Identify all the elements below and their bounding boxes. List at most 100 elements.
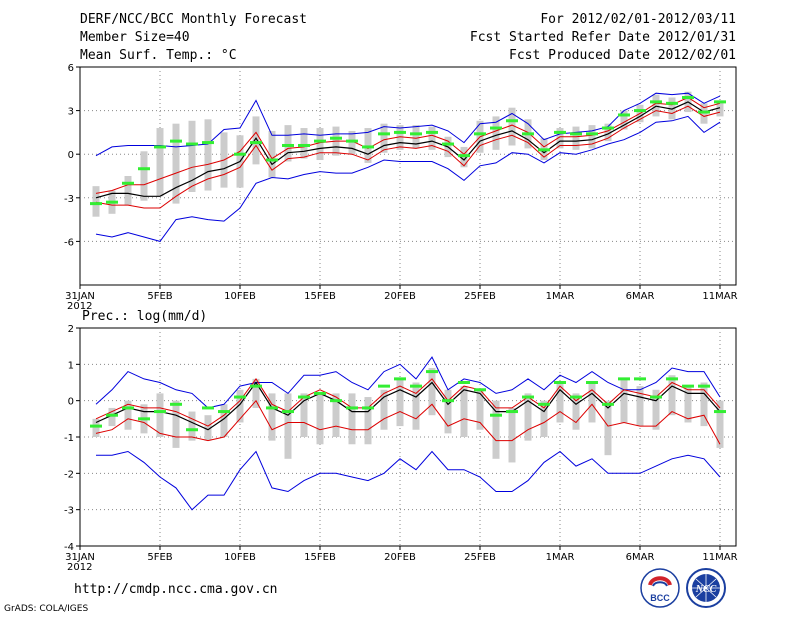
prec-xtick-label: 20FEB <box>384 552 416 563</box>
temp-spread-box <box>556 128 564 149</box>
prec-spread-box <box>716 400 724 448</box>
prec-observed-mark <box>474 388 486 392</box>
prec-spread-box <box>604 400 612 456</box>
prec-spread-box <box>172 400 180 448</box>
prec-spread-box <box>92 418 100 437</box>
prec-observed-mark <box>410 384 422 388</box>
footer-url[interactable]: http://cmdp.ncc.cma.gov.cn <box>74 582 278 597</box>
temp-spread-box <box>140 151 148 201</box>
temp-observed-mark <box>394 130 406 134</box>
prec-observed-mark <box>154 410 166 414</box>
temp-observed-mark <box>202 141 214 145</box>
temp-observed-mark <box>602 126 614 130</box>
prec-xtick-label: 5FEB <box>147 552 172 563</box>
prec-spread-box <box>588 382 596 423</box>
ncc-logo: NCC <box>686 568 726 608</box>
temp-observed-mark <box>666 101 678 105</box>
temp-year-label: 2012 <box>67 301 92 312</box>
prec-observed-mark <box>458 381 470 384</box>
temp-observed-mark <box>538 148 550 152</box>
temp-spread-box <box>604 123 612 142</box>
prec-spread-box <box>412 382 420 430</box>
prec-spread-box <box>332 393 340 437</box>
prec-spread-box <box>652 389 660 430</box>
prec-observed-mark <box>218 410 230 414</box>
prec-ytick-label: -3 <box>64 506 74 517</box>
temp-observed-mark <box>314 139 326 143</box>
prec-spread-box <box>444 389 452 434</box>
temp-observed-mark <box>618 113 630 117</box>
prec-observed-mark <box>506 410 518 414</box>
prec-year-label: 2012 <box>67 562 92 573</box>
member-size-label: Member Size=40 <box>80 30 190 45</box>
temp-spread-box <box>284 125 292 162</box>
prec-observed-mark <box>266 406 278 410</box>
temp-observed-mark <box>234 152 246 156</box>
prec-upper-line <box>95 378 721 427</box>
prec-mean-line <box>95 381 721 431</box>
temp-spread-box <box>380 123 388 153</box>
temp-observed-mark <box>682 96 694 100</box>
start-date: Fcst Started Refer Date 2012/01/31 <box>469 30 736 45</box>
temp-ytick-label: 0 <box>68 150 74 161</box>
prec-spread-box <box>556 382 564 423</box>
prec-spread-box <box>188 411 196 441</box>
prec-spread-box <box>428 367 436 416</box>
prec-observed-mark <box>186 428 198 432</box>
temp-observed-mark <box>554 130 566 134</box>
prec-ytick-label: 2 <box>68 324 74 335</box>
prec-spread-box <box>636 386 644 427</box>
temp-observed-mark <box>426 130 438 134</box>
temp-observed-mark <box>106 200 118 204</box>
prec-observed-mark <box>522 395 534 399</box>
temp-spread-box <box>396 125 404 150</box>
prec-observed-mark <box>538 402 550 406</box>
temp-observed-mark <box>410 132 422 136</box>
temp-mean-line <box>95 101 721 199</box>
temp-ytick-label: -3 <box>64 194 74 205</box>
prec-min-line <box>96 450 721 511</box>
prec-observed-mark <box>586 381 598 384</box>
prec-observed-mark <box>698 384 710 388</box>
bcc-logo-text: BCC <box>650 593 670 603</box>
bcc-logo: BCC <box>640 568 680 608</box>
temp-xtick-label: 25FEB <box>464 291 496 302</box>
temp-spread-box <box>172 123 180 204</box>
temp-ytick-label: -6 <box>64 237 74 248</box>
temp-observed-mark <box>714 100 726 104</box>
temp-xtick-label: 11MAR <box>702 291 737 302</box>
prec-observed-mark <box>442 399 454 403</box>
prec-observed-mark <box>554 381 566 384</box>
ncc-logo-text: NCC <box>695 584 717 595</box>
temp-xtick-label: 6MAR <box>626 291 655 302</box>
prec-spread-box <box>284 393 292 459</box>
prec-xtick-label: 31JAN <box>65 552 95 563</box>
temp-spread-box <box>716 100 724 117</box>
temp-observed-mark <box>170 139 182 143</box>
prec-observed-mark <box>282 410 294 414</box>
prec-spread-box <box>252 378 260 408</box>
prec-spread-box <box>700 382 708 427</box>
prec-spread-box <box>220 404 228 437</box>
prec-observed-mark <box>122 406 134 410</box>
temp-spread-box <box>252 116 260 165</box>
prec-xtick-label: 6MAR <box>626 552 655 563</box>
temp-ytick-label: 6 <box>68 63 74 74</box>
temp-observed-mark <box>282 143 294 147</box>
prec-observed-mark <box>602 402 614 406</box>
prec-observed-mark <box>682 384 694 388</box>
temp-observed-mark <box>122 181 134 185</box>
temp-lower-line <box>95 105 721 209</box>
produced-date: Fcst Produced Date 2012/02/01 <box>509 48 736 63</box>
temp-spread-box <box>572 126 580 150</box>
variable-label: Mean Surf. Temp.: °C <box>80 48 237 63</box>
prec-xtick-label: 10FEB <box>224 552 256 563</box>
temp-spread-box <box>668 97 676 120</box>
prec-spread-box <box>620 378 628 423</box>
precip-panel-label: Prec.: log(mm/d) <box>82 309 208 324</box>
chart-title: DERF/NCC/BCC Monthly Forecast <box>80 12 307 27</box>
prec-ytick-label: -4 <box>64 542 74 553</box>
prec-spread-box <box>348 393 356 445</box>
temp-observed-mark <box>474 132 486 136</box>
